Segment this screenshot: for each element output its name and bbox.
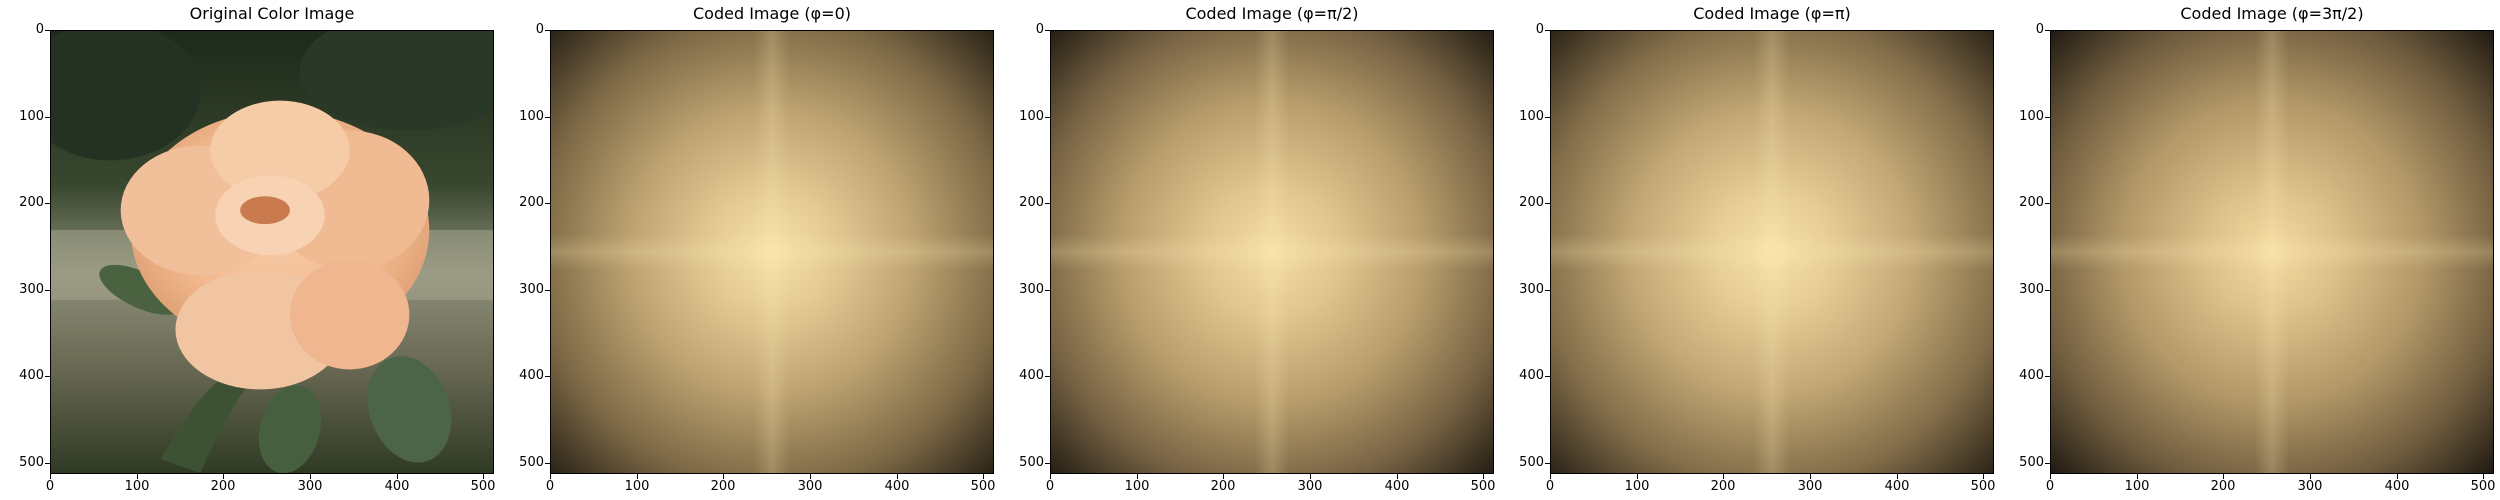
y-tick-label: 100 (1500, 110, 1550, 124)
image-axes (1050, 30, 1494, 474)
panel-coded-phi-pi-2: Coded Image (φ=π/2) 0 100 200 300 400 50… (1000, 0, 1500, 500)
x-tick-label: 200 (2203, 474, 2243, 494)
y-tick-label: 500 (2000, 456, 2050, 470)
panel-title: Coded Image (φ=π) (1693, 4, 1851, 23)
panel-title: Coded Image (φ=π/2) (1185, 4, 1359, 23)
y-tick-label: 200 (0, 196, 50, 210)
y-tick-label: 300 (2000, 283, 2050, 297)
x-tick-label: 300 (790, 474, 830, 494)
x-tick-label: 0 (30, 474, 70, 494)
panel-title: Coded Image (φ=0) (692, 4, 852, 23)
y-tick-label: 100 (2000, 110, 2050, 124)
x-tick-label: 500 (1963, 474, 2003, 494)
x-tick-label: 200 (203, 474, 243, 494)
x-tick-label: 0 (2030, 474, 2070, 494)
y-tick-label: 400 (500, 369, 550, 383)
x-tick-label: 400 (877, 474, 917, 494)
x-tick-label: 500 (963, 474, 1003, 494)
panel-coded-phi-pi: Coded Image (φ=π) 0 100 200 300 400 500 … (1500, 0, 2000, 500)
y-tick-label: 0 (500, 23, 550, 37)
y-tick-label: 400 (2000, 369, 2050, 383)
x-tick-label: 300 (290, 474, 330, 494)
y-tick-label: 0 (1000, 23, 1050, 37)
x-tick-label: 200 (1203, 474, 1243, 494)
panel-coded-phi-3pi-2: Coded Image (φ=3π/2) 0 100 200 300 400 5… (2000, 0, 2500, 500)
y-tick-label: 0 (2000, 23, 2050, 37)
image-axes (50, 30, 494, 474)
y-tick-label: 100 (1000, 110, 1050, 124)
y-tick-label: 400 (1000, 369, 1050, 383)
x-tick-label: 400 (1377, 474, 1417, 494)
x-tick-label: 300 (1290, 474, 1330, 494)
panel-title: Coded Image (φ=3π/2) (2180, 4, 2364, 23)
panel-original: Original Color Image (0, 0, 500, 500)
y-tick-label: 500 (500, 456, 550, 470)
x-tick-label: 300 (2290, 474, 2330, 494)
x-tick-label: 100 (1617, 474, 1657, 494)
y-tick-label: 100 (0, 110, 50, 124)
x-tick-label: 400 (1877, 474, 1917, 494)
y-tick-label: 300 (1000, 283, 1050, 297)
x-tick-label: 400 (2377, 474, 2417, 494)
x-tick-label: 0 (1030, 474, 1070, 494)
coded-image (1051, 31, 1493, 473)
x-tick-label: 100 (617, 474, 657, 494)
y-tick-label: 500 (1500, 456, 1550, 470)
y-tick-label: 0 (0, 23, 50, 37)
x-tick-label: 100 (1117, 474, 1157, 494)
coded-image (1551, 31, 1993, 473)
y-tick-label: 100 (500, 110, 550, 124)
image-axes (1550, 30, 1994, 474)
coded-image (551, 31, 993, 473)
panel-title: Original Color Image (189, 4, 355, 23)
y-tick-label: 200 (1000, 196, 1050, 210)
y-tick-label: 200 (1500, 196, 1550, 210)
y-tick-label: 300 (500, 283, 550, 297)
y-tick-label: 500 (0, 456, 50, 470)
x-tick-label: 300 (1790, 474, 1830, 494)
y-tick-label: 200 (2000, 196, 2050, 210)
image-axes (2050, 30, 2494, 474)
x-tick-label: 200 (1703, 474, 1743, 494)
x-tick-label: 500 (2463, 474, 2500, 494)
y-tick-label: 400 (0, 369, 50, 383)
y-tick-label: 300 (0, 283, 50, 297)
y-tick-label: 500 (1000, 456, 1050, 470)
y-tick-label: 0 (1500, 23, 1550, 37)
x-tick-label: 100 (2117, 474, 2157, 494)
x-tick-label: 0 (1530, 474, 1570, 494)
rose-photo-icon (51, 31, 493, 473)
x-tick-label: 200 (703, 474, 743, 494)
y-tick-label: 300 (1500, 283, 1550, 297)
x-tick-label: 400 (377, 474, 417, 494)
coded-image (2051, 31, 2493, 473)
image-axes (550, 30, 994, 474)
x-tick-label: 0 (530, 474, 570, 494)
x-tick-label: 100 (117, 474, 157, 494)
x-tick-label: 500 (1463, 474, 1503, 494)
y-tick-label: 200 (500, 196, 550, 210)
panel-coded-phi-0: Coded Image (φ=0) 0 100 200 300 400 500 … (500, 0, 1000, 500)
x-tick-label: 500 (463, 474, 503, 494)
y-tick-label: 400 (1500, 369, 1550, 383)
